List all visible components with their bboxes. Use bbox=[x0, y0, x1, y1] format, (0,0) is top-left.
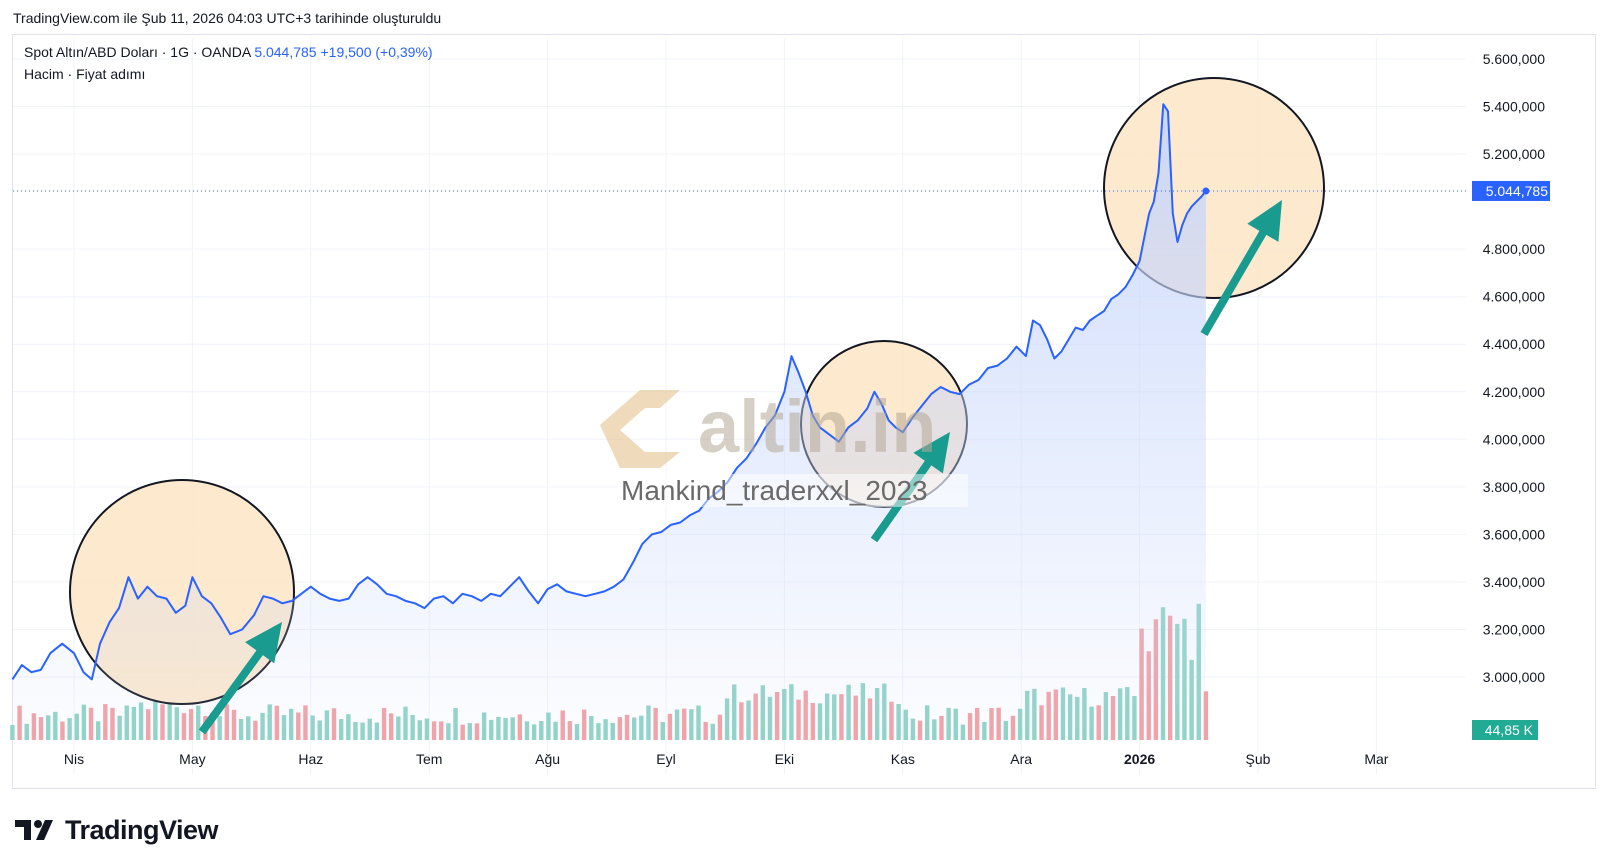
price-area bbox=[12, 104, 1206, 740]
symbol-legend[interactable]: Spot Altın/ABD Doları · 1G · OANDA 5.044… bbox=[24, 44, 433, 60]
last-price-label: 5.044,785 bbox=[1486, 183, 1548, 199]
time-axis-tick-label: 2026 bbox=[1124, 751, 1155, 767]
price-axis[interactable]: 5.600,000 5.400,000 5.200,000 4.800,000 4.60… bbox=[1483, 51, 1545, 685]
price-axis-tick-label: 3.800,000 bbox=[1483, 479, 1545, 495]
price-axis-tick-label: 4.200,000 bbox=[1483, 384, 1545, 400]
price-axis-tick-label: 5.200,000 bbox=[1483, 146, 1545, 162]
time-axis-tick-label: Mar bbox=[1364, 751, 1388, 767]
symbol-legend-title[interactable]: Spot Altın/ABD Doları · 1G · OANDA bbox=[24, 44, 251, 60]
price-axis-tick-label: 3.600,000 bbox=[1483, 526, 1545, 542]
price-axis-tick-label: 3.200,000 bbox=[1483, 621, 1545, 637]
time-axis-tick-label: Kas bbox=[891, 751, 915, 767]
last-price-label-box bbox=[1472, 180, 1550, 201]
time-axis[interactable]: Nis May Haz Tem Ağu Eyl Eki Kas Ara 2026 Şub Mar bbox=[64, 751, 1389, 767]
price-axis-tick-label: 4.000,000 bbox=[1483, 431, 1545, 447]
volume-label: 44,85 K bbox=[1485, 722, 1534, 738]
price-line[interactable] bbox=[11, 103, 1207, 681]
last-price-dot bbox=[1202, 187, 1210, 195]
tradingview-logo[interactable]: TradingView bbox=[15, 814, 219, 845]
price-axis-tick-label: 3.000,000 bbox=[1483, 669, 1545, 685]
volume-label-box bbox=[1472, 720, 1538, 740]
time-axis-tick-label: Eki bbox=[775, 751, 794, 767]
indicator-legend[interactable]: Hacim · Fiyat adımı bbox=[24, 66, 146, 82]
time-axis-tick-label: Haz bbox=[298, 751, 323, 767]
chart-created-caption: TradingView.com ile Şub 11, 2026 04:03 U… bbox=[13, 10, 442, 26]
trend-arrow[interactable] bbox=[198, 622, 282, 735]
time-axis-tick-label: May bbox=[179, 751, 205, 767]
time-axis-tick-label: Şub bbox=[1246, 751, 1271, 767]
watermark-text: Mankind_traderxxl_2023 bbox=[621, 475, 928, 506]
time-axis-tick-label: Nis bbox=[64, 751, 84, 767]
trend-arrow[interactable] bbox=[1200, 200, 1282, 337]
price-axis-tick-label: 3.400,000 bbox=[1483, 574, 1545, 590]
tradingview-logo-icon bbox=[15, 820, 53, 840]
price-axis-tick-label: 4.800,000 bbox=[1483, 241, 1545, 257]
watermark-brand: altin.in bbox=[698, 385, 936, 468]
watermark-logo-icon bbox=[600, 390, 680, 468]
watermark-text-bg bbox=[618, 474, 968, 507]
time-axis-tick-label: Eyl bbox=[656, 751, 675, 767]
price-axis-tick-label: 5.400,000 bbox=[1483, 99, 1545, 115]
time-axis-tick-label: Ağu bbox=[535, 751, 560, 767]
volume-bar bbox=[1203, 691, 1209, 740]
legend-price: 5.044,785 bbox=[254, 44, 317, 60]
price-axis-tick-label: 5.600,000 bbox=[1483, 51, 1545, 67]
watermark bbox=[600, 390, 680, 468]
time-axis-tick-label: Ara bbox=[1010, 751, 1032, 767]
price-axis-tick-label: 4.400,000 bbox=[1483, 336, 1545, 352]
price-axis-tick-label: 4.600,000 bbox=[1483, 289, 1545, 305]
legend-change: +19,500 (+0,39%) bbox=[320, 44, 433, 60]
chart-frame bbox=[12, 34, 1596, 789]
time-axis-tick-label: Tem bbox=[416, 751, 442, 767]
tradingview-logo-text: TradingView bbox=[65, 814, 219, 845]
